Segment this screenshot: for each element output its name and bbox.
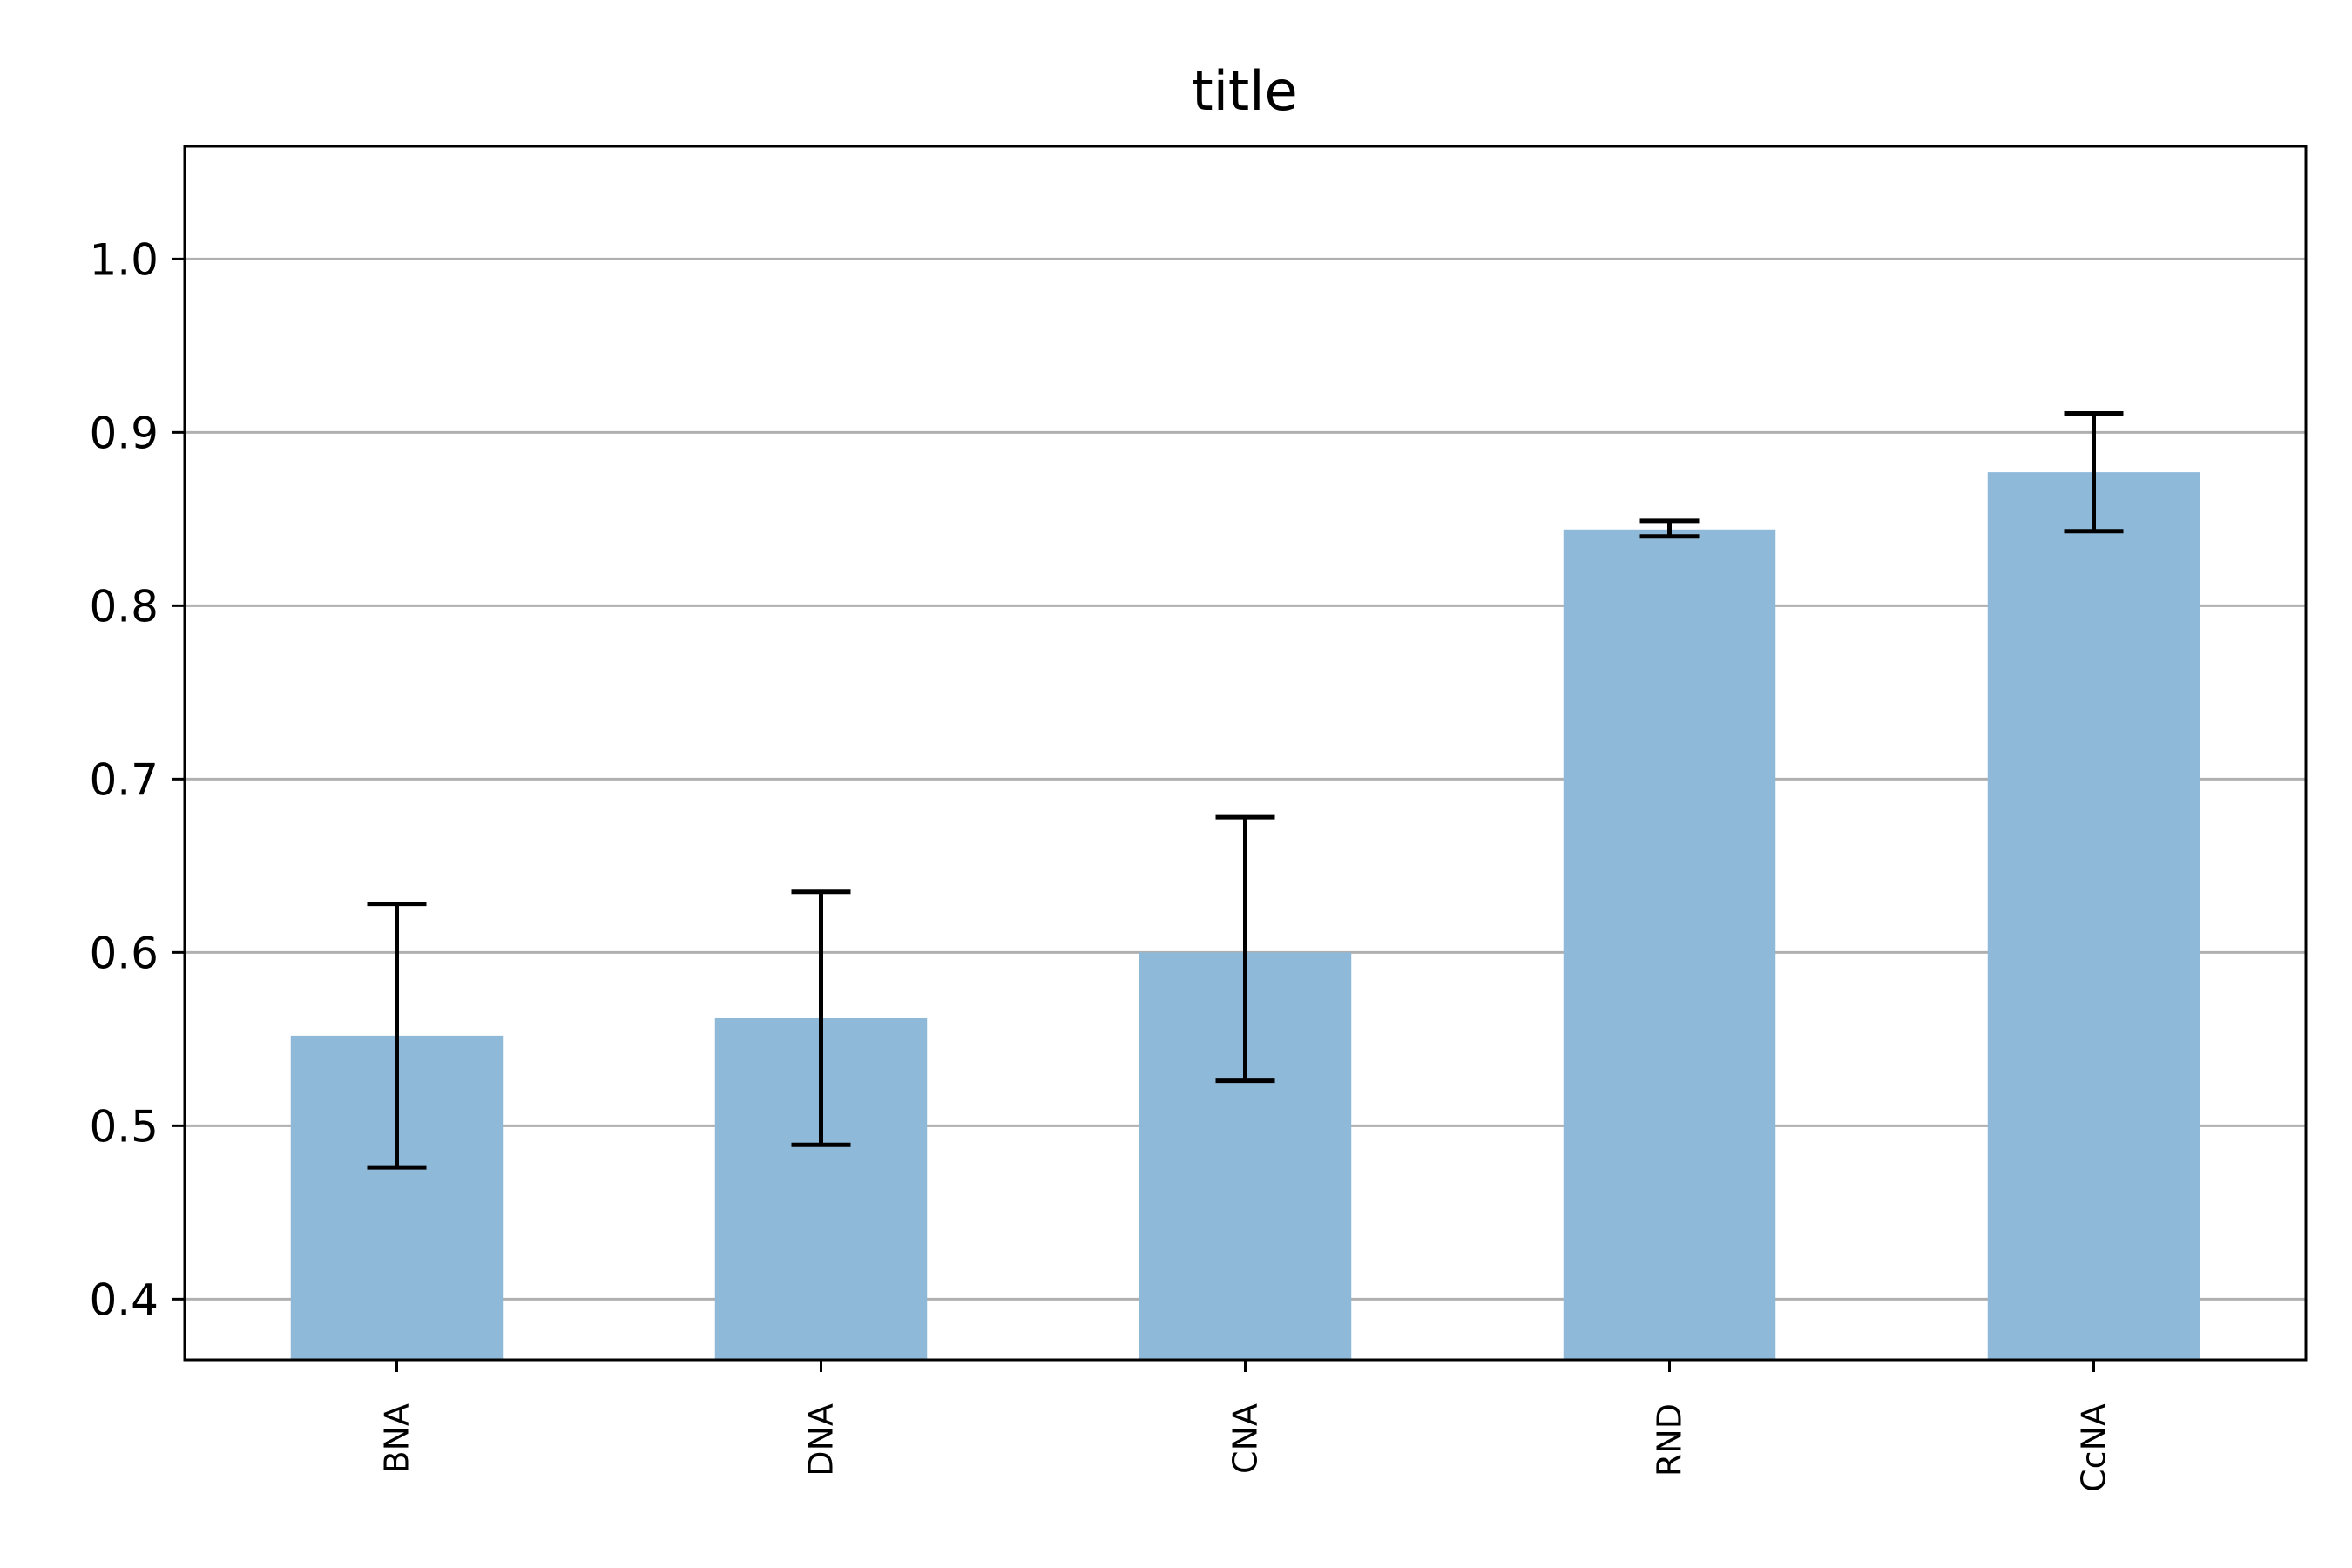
bar (1987, 472, 2200, 1360)
x-axis-ticks: BNA DNA CNA RND CcNA (378, 1360, 2113, 1492)
y-tick-label: 0.7 (89, 754, 159, 805)
x-tick-label: DNA (802, 1403, 841, 1477)
bar (1563, 529, 1776, 1360)
chart-title: title (1192, 59, 1297, 123)
x-tick-label: CcNA (2075, 1403, 2113, 1492)
y-tick-label: 0.9 (89, 408, 159, 458)
y-tick-label: 0.5 (89, 1101, 159, 1152)
error-bars (367, 410, 2124, 1170)
y-axis-ticks: 0.4 0.5 0.6 0.7 0.8 0.9 1.0 (89, 234, 185, 1325)
y-tick-label: 1.0 (89, 234, 159, 285)
x-tick-label: BNA (378, 1403, 416, 1474)
y-tick-label: 0.8 (89, 581, 159, 632)
y-tick-label: 0.4 (89, 1274, 159, 1325)
x-tick-label: RND (1651, 1403, 1689, 1477)
x-tick-label: CNA (1227, 1403, 1265, 1474)
y-tick-label: 0.6 (89, 928, 159, 978)
